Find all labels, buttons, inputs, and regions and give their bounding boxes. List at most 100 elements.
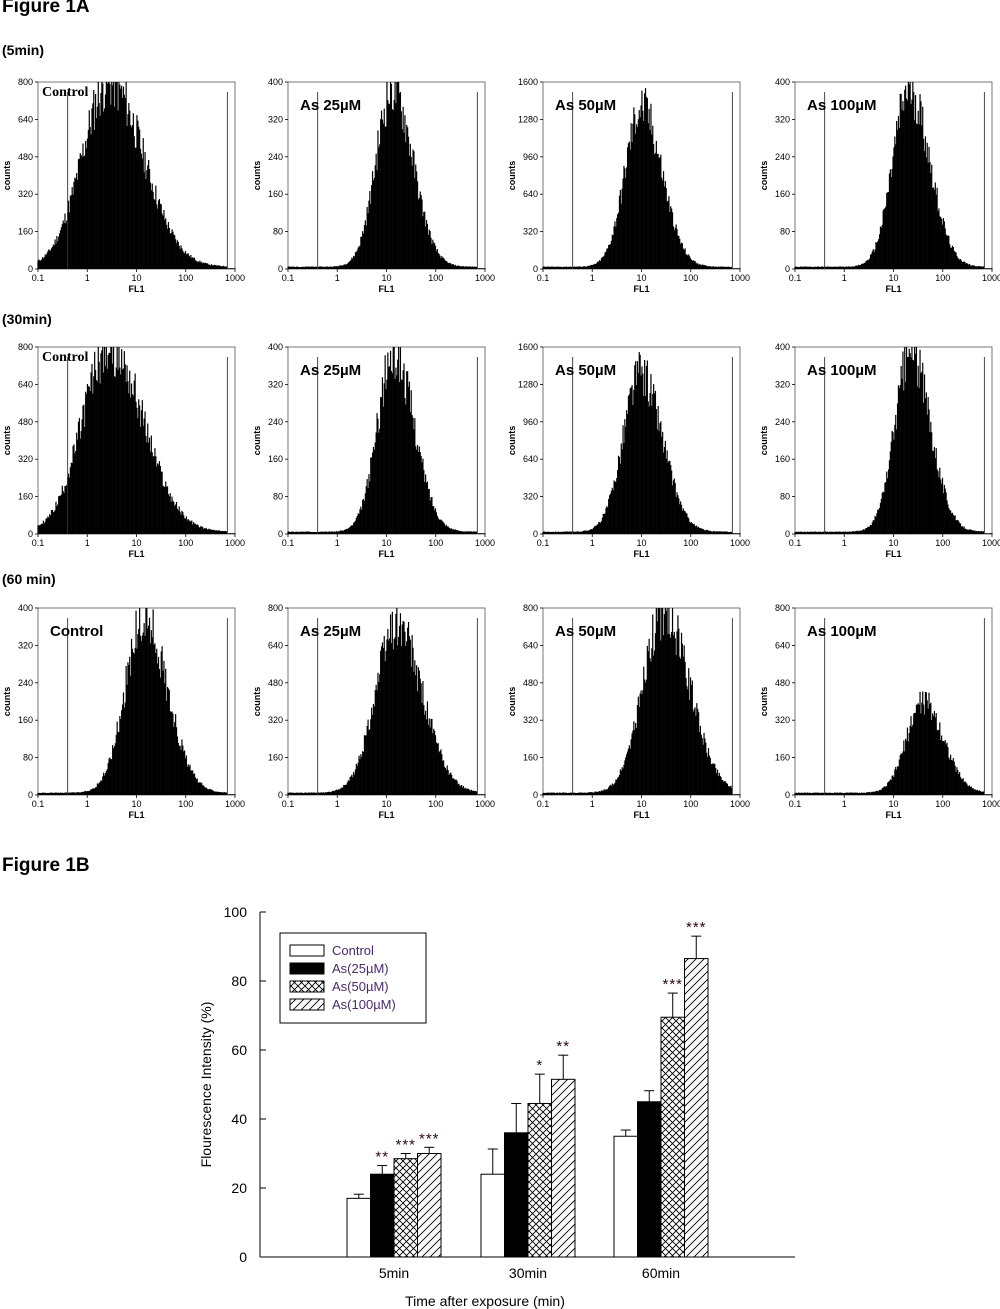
x-tick-label: 10 [131, 538, 141, 548]
y-tick-label: 160 [775, 753, 790, 763]
bar [684, 958, 709, 1258]
y-tick-label: 480 [18, 417, 33, 427]
y-tick-label: 0 [278, 264, 283, 274]
y-tick-label: 160 [18, 492, 33, 502]
x-tick-label: 1000 [982, 538, 1000, 548]
x-tick-label: 1000 [225, 273, 245, 283]
y-tick-label: 0 [28, 790, 33, 800]
significance-stars: *** [419, 1130, 440, 1147]
x-tick-label: 0.1 [537, 273, 550, 283]
x-axis-label: FL1 [633, 549, 649, 559]
y-axis-label: counts [252, 687, 262, 717]
x-tick-label: 10 [888, 799, 898, 809]
x-tick-label: 1000 [730, 799, 750, 809]
x-tick-label: 100 [178, 538, 193, 548]
histogram-bars [794, 691, 993, 795]
y-tick-label: 80 [273, 492, 283, 502]
x-tick-label: 10 [636, 538, 646, 548]
y-tick-label: 240 [268, 417, 283, 427]
histogram-bars [794, 82, 993, 269]
y-tick-label: 640 [523, 640, 538, 650]
x-tick-label: 100 [935, 538, 950, 548]
x-tick-label: 1000 [730, 538, 750, 548]
x-axis-label: Time after exposure (min) [405, 1293, 565, 1309]
bar [527, 1102, 552, 1258]
y-tick-label: 20 [231, 1180, 247, 1196]
x-axis-label: FL1 [885, 549, 901, 559]
x-tick-label: 0.1 [282, 538, 295, 548]
y-axis-label: counts [507, 426, 517, 456]
legend-label: Control [332, 943, 374, 958]
significance-stars: *** [686, 919, 707, 936]
y-tick-label: 320 [18, 454, 33, 464]
x-tick-label: 0.1 [789, 538, 802, 548]
y-tick-label: 320 [775, 114, 790, 124]
y-tick-label: 0 [533, 264, 538, 274]
bar [417, 1153, 442, 1258]
x-tick-label: 0.1 [32, 273, 45, 283]
histogram-panel: 0 320 640 960 1280 1600 0.1 1 10 100 1000 FL1 counts… [505, 339, 755, 569]
histogram-bars [794, 347, 993, 534]
histogram-bars [542, 88, 741, 269]
x-axis-label: FL1 [128, 284, 144, 294]
y-axis-label: counts [2, 687, 12, 717]
x-tick-label: 0.1 [537, 799, 550, 809]
y-tick-label: 1600 [518, 342, 538, 352]
histogram-panel: 0 160 320 480 640 800 0.1 1 10 100 1000 FL1 counts As… [250, 600, 500, 830]
panel-label: As 25µM [300, 623, 361, 640]
x-tick-label: 100 [683, 273, 698, 283]
y-tick-label: 0 [785, 529, 790, 539]
x-tick-label: 1 [590, 799, 595, 809]
y-tick-label: 160 [775, 454, 790, 464]
histogram-bars [287, 608, 486, 795]
y-tick-label: 80 [780, 227, 790, 237]
y-tick-label: 240 [775, 152, 790, 162]
histogram-panel: 0 160 320 480 640 800 0.1 1 10 100 1000 FL1 counts As… [757, 600, 1000, 830]
y-tick-label: 400 [18, 603, 33, 613]
y-tick-label: 240 [775, 417, 790, 427]
legend-swatch [289, 962, 325, 975]
x-tick-label: 1000 [225, 799, 245, 809]
time-label-60min: (60 min) [2, 571, 56, 587]
x-tick-label: 10 [636, 273, 646, 283]
x-tick-label: 1000 [730, 273, 750, 283]
figure-1a-title: Figure 1A [2, 0, 90, 17]
y-tick-label: 400 [268, 342, 283, 352]
y-tick-label: 160 [775, 189, 790, 199]
y-tick-label: 80 [231, 973, 247, 989]
y-tick-label: 640 [775, 640, 790, 650]
x-tick-label: 30min [509, 1265, 547, 1281]
histogram-svg: 0 160 320 480 640 800 0.1 1 10 100 1000 FL1 counts As… [507, 603, 750, 820]
significance-stars: ** [375, 1149, 389, 1166]
x-tick-label: 100 [428, 273, 443, 283]
panel-label: As 100µM [807, 623, 877, 640]
y-tick-label: 160 [268, 753, 283, 763]
y-tick-label: 320 [523, 492, 538, 502]
x-tick-label: 1 [85, 273, 90, 283]
y-tick-label: 960 [523, 417, 538, 427]
y-tick-label: 0 [785, 790, 790, 800]
y-tick-label: 800 [18, 77, 33, 87]
y-axis-label: counts [507, 161, 517, 191]
x-tick-label: 1 [590, 273, 595, 283]
x-tick-label: 100 [428, 538, 443, 548]
histogram-bars [542, 351, 741, 534]
panel-label: As 25µM [300, 362, 361, 379]
histogram-svg: 0 80 160 240 320 400 0.1 1 10 100 1000 FL1 counts As … [252, 342, 495, 559]
panel-label: Control [42, 350, 89, 365]
significance-stars: ** [556, 1038, 570, 1055]
x-tick-label: 100 [935, 799, 950, 809]
legend-swatch [289, 944, 325, 957]
y-tick-label: 480 [18, 152, 33, 162]
x-tick-label: 10 [381, 273, 391, 283]
y-tick-label: 1600 [518, 77, 538, 87]
y-tick-label: 320 [18, 189, 33, 199]
y-tick-label: 400 [268, 77, 283, 87]
y-tick-label: 1280 [518, 379, 538, 389]
histogram-bars [37, 608, 236, 795]
y-tick-label: 160 [268, 454, 283, 464]
y-tick-label: 320 [18, 640, 33, 650]
significance-stars: *** [395, 1137, 416, 1154]
y-tick-label: 0 [278, 790, 283, 800]
